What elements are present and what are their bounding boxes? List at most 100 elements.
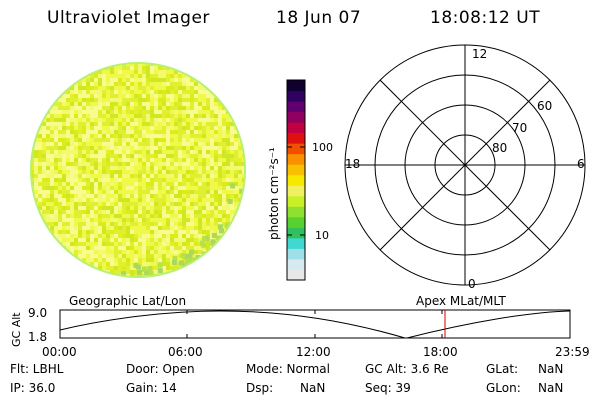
disk-pixel (90, 138, 94, 142)
disk-pixel (210, 134, 214, 138)
disk-pixel (126, 234, 130, 238)
disk-pixel (170, 146, 174, 150)
disk-pixel (138, 66, 142, 70)
disk-pixel (90, 178, 94, 182)
disk-pixel (62, 130, 66, 134)
disk-pixel (70, 130, 74, 134)
disk-pixel (162, 198, 166, 202)
disk-pixel (198, 202, 202, 206)
disk-pixel (118, 250, 122, 254)
disk-pixel (90, 214, 94, 218)
disk-pixel (82, 162, 86, 166)
colorbar-segment (287, 80, 305, 92)
disk-pixel (146, 250, 150, 254)
disk-pixel (50, 194, 54, 198)
disk-pixel (210, 146, 214, 150)
disk-pixel (102, 82, 106, 86)
disk-pixel (186, 142, 190, 146)
disk-pixel (34, 182, 38, 186)
disk-pixel (138, 274, 142, 277)
disk-pixel (206, 142, 210, 146)
disk-pixel (166, 118, 170, 122)
disk-pixel (146, 98, 150, 102)
disk-pixel (94, 230, 98, 234)
disk-pixel (202, 134, 206, 138)
disk-pixel (226, 118, 230, 122)
disk-pixel (42, 210, 46, 214)
disk-pixel (126, 246, 130, 250)
disk-pixel (154, 90, 158, 94)
disk-pixel (122, 262, 126, 266)
disk-pixel (106, 118, 110, 122)
disk-pixel (74, 178, 78, 182)
disk-pixel (174, 198, 178, 202)
disk-pixel (114, 214, 118, 218)
disk-pixel (114, 270, 118, 274)
disk-pixel (114, 186, 118, 190)
disk-pixel (154, 198, 158, 202)
disk-pixel (194, 138, 198, 142)
disk-pixel (146, 63, 150, 66)
disk-pixel (114, 146, 118, 150)
disk-pixel (142, 114, 146, 118)
disk-pixel (78, 130, 82, 134)
disk-pixel (134, 230, 138, 234)
disk-pixel (146, 202, 150, 206)
disk-pixel (234, 206, 238, 210)
disk-pixel (50, 182, 54, 186)
disk-pixel (94, 186, 98, 190)
disk-pixel (162, 78, 166, 82)
disk-pixel (66, 126, 70, 130)
disk-pixel (62, 110, 66, 114)
disk-pixel (178, 182, 182, 186)
disk-pixel (146, 74, 150, 78)
disk-pixel (70, 246, 74, 250)
disk-pixel (130, 242, 134, 246)
disk-pixel (94, 142, 98, 146)
disk-pixel (150, 198, 154, 202)
disk-pixel (182, 242, 186, 246)
disk-pixel (54, 210, 58, 214)
disk-pixel (134, 98, 138, 102)
disk-pixel (66, 114, 70, 118)
disk-pixel (54, 106, 58, 110)
disk-pixel (78, 110, 82, 114)
disk-pixel (78, 186, 82, 190)
disk-pixel (142, 210, 146, 214)
disk-pixel (146, 154, 150, 158)
disk-pixel (218, 150, 222, 154)
disk-pixel (50, 122, 54, 126)
disk-pixel (238, 146, 242, 150)
disk-pixel (206, 206, 210, 210)
disk-pixel (118, 106, 122, 110)
disk-pixel (194, 190, 198, 194)
disk-pixel (106, 178, 110, 182)
disk-pixel (134, 202, 138, 206)
disk-pixel (170, 174, 174, 178)
disk-pixel (206, 122, 210, 126)
disk-pixel (110, 182, 114, 186)
disk-pixel (170, 266, 174, 270)
gain-info: Gain: 14 (126, 381, 177, 395)
mlt-label-12: 12 (472, 47, 487, 61)
disk-pixel (90, 174, 94, 178)
disk-pixel (154, 78, 158, 82)
disk-pixel (38, 198, 42, 202)
disk-pixel (98, 82, 102, 86)
disk-pixel (122, 142, 126, 146)
disk-pixel (142, 214, 146, 218)
disk-pixel (214, 206, 218, 210)
disk-pixel (46, 206, 50, 210)
disk-pixel (210, 142, 214, 146)
disk-pixel (198, 126, 202, 130)
disk-pixel (198, 86, 202, 90)
disk-pixel (186, 206, 190, 210)
disk-pixel (82, 142, 86, 146)
disk-pixel (183, 253, 189, 259)
disk-pixel (230, 174, 234, 178)
disk-pixel (102, 158, 106, 162)
disk-pixel (66, 170, 70, 174)
disk-pixel (226, 206, 230, 210)
disk-pixel (102, 130, 106, 134)
disk-pixel (174, 86, 178, 90)
